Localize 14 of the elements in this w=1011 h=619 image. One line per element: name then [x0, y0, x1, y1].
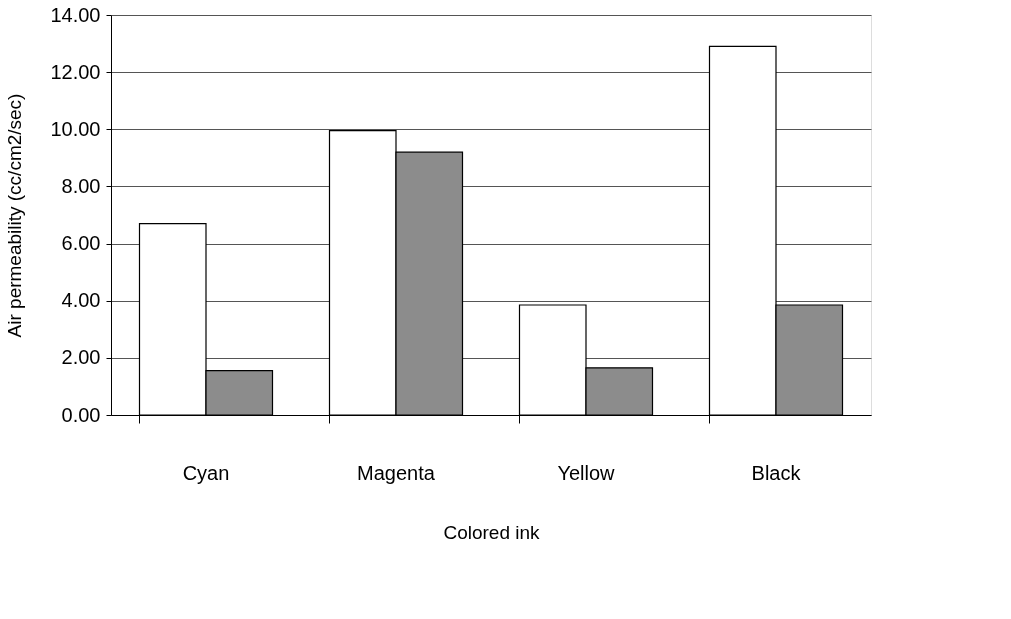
- x-tick-label: Cyan: [182, 461, 230, 484]
- y-tick-label: 10.00: [50, 117, 101, 140]
- y-tick-label: 2.00: [61, 346, 101, 369]
- y-tick-label: 4.00: [61, 289, 101, 312]
- x-tick-label: Black: [751, 461, 802, 484]
- y-tick-label: 8.00: [61, 174, 101, 197]
- y-tick-label: 0.00: [61, 403, 101, 426]
- x-axis-title: Colored ink: [443, 521, 541, 543]
- y-axis-title: Air permeability (cc/cm2/sec): [4, 93, 26, 338]
- x-tick-label: Yellow: [557, 461, 616, 484]
- x-tick-label: Magenta: [357, 461, 436, 484]
- y-tick-label: 6.00: [61, 232, 101, 255]
- y-tick-label: 12.00: [50, 60, 101, 83]
- y-tick-label: 14.00: [50, 3, 101, 26]
